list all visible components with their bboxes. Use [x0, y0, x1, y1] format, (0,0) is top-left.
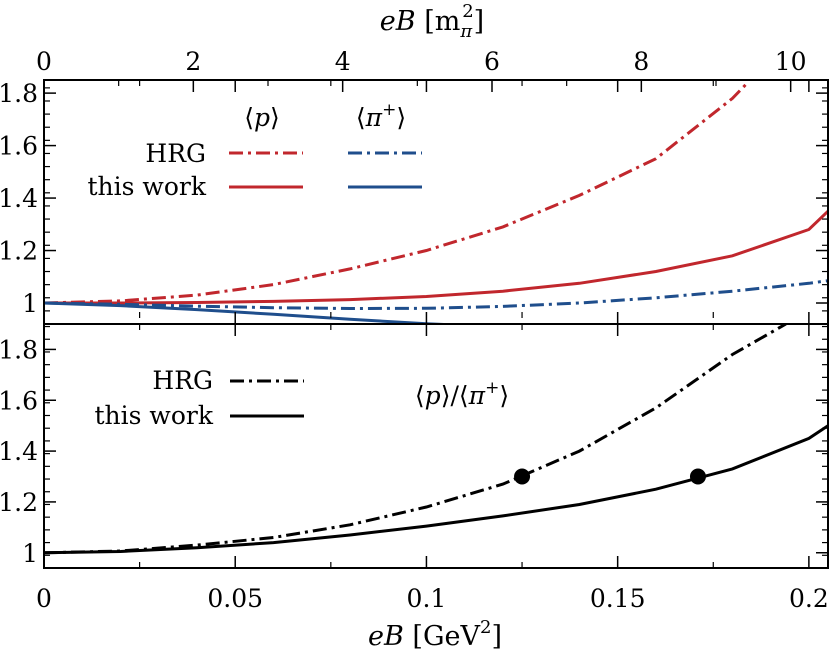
top-xtick-label: 2 — [185, 47, 201, 76]
bottom-xtick-label: 0.05 — [207, 584, 263, 613]
data-marker — [514, 468, 531, 485]
bottom-axis-label-unit: [GeV — [412, 621, 480, 652]
top-ytick-label: 1.6 — [0, 132, 38, 161]
top-xtick-label: 4 — [335, 47, 351, 76]
series-line — [44, 210, 828, 305]
top-axis-ticks: 0 2 4 6 8 10 — [36, 47, 807, 92]
bottom-legend: HRG this work ⟨p⟩/⟨π+⟩ — [95, 366, 510, 430]
top-legend: ⟨p⟩ ⟨π+⟩ HRG this work — [88, 100, 422, 201]
legend-title-proton: ⟨p⟩ — [244, 103, 280, 132]
series-line — [44, 301, 467, 324]
top-ytick-label: 1 — [22, 289, 38, 318]
top-axis-title: eB [mπ2] — [380, 1, 484, 42]
bottom-series-group — [44, 324, 828, 555]
bottom-axis-label-close: ] — [491, 621, 502, 652]
series-line — [44, 424, 828, 555]
bottom-legend-row-hrg: HRG — [152, 366, 213, 395]
top-axis-label-sub: π — [459, 21, 473, 42]
top-axis-label-sup: 2 — [462, 1, 473, 22]
bottom-xtick-label: 0.2 — [789, 584, 829, 613]
series-line — [44, 81, 749, 305]
bottom-axis-label-sup: 2 — [480, 617, 491, 638]
bottom-axis-title: eB [GeV2] — [368, 617, 502, 652]
data-marker — [689, 468, 706, 485]
top-xtick-label: 10 — [775, 47, 807, 76]
bottom-xtick-label: 0.1 — [407, 584, 447, 613]
legend-row-hrg: HRG — [145, 139, 206, 168]
bottom-ytick-label: 1.6 — [0, 386, 38, 415]
bottom-ytick-label: 1.2 — [0, 488, 38, 517]
bottom-panel: 1 1.2 1.4 1.6 1.8 — [0, 323, 829, 569]
bottom-ytick-label: 1.8 — [0, 335, 38, 364]
ratio-annotation: ⟨p⟩/⟨π+⟩ — [415, 378, 509, 410]
series-line — [44, 279, 828, 311]
bottom-axis-label-space — [404, 621, 413, 652]
legend-title-pion: ⟨π+⟩ — [356, 100, 406, 132]
legend-row-this-work: this work — [88, 172, 207, 201]
bottom-axis-label-main: eB — [368, 621, 404, 652]
top-ytick-label: 1.8 — [0, 79, 38, 108]
bottom-xtick-label: 0 — [36, 584, 52, 613]
series-line — [44, 324, 787, 555]
bottom-xtick-label: 0.15 — [590, 584, 646, 613]
bottom-legend-row-this-work: this work — [95, 401, 214, 430]
top-xtick-label: 8 — [633, 47, 649, 76]
top-xtick-label: 6 — [484, 47, 500, 76]
top-axis-label-main: eB — [380, 6, 416, 37]
bottom-frame — [43, 323, 829, 569]
bottom-ytick-label: 1.4 — [0, 437, 38, 466]
top-series-group — [44, 81, 828, 324]
top-xtick-label: 0 — [36, 47, 52, 76]
top-axis-label-unit: [m — [424, 6, 460, 37]
top-panel: 1 1.2 1.4 1.6 1.8 — [0, 79, 829, 325]
top-ytick-label: 1.2 — [0, 237, 38, 266]
bottom-ytick-label: 1 — [22, 539, 38, 568]
top-axis-label-close: ] — [474, 6, 485, 37]
bottom-axis-ticks: 0 0.05 0.1 0.15 0.2 — [36, 80, 829, 613]
top-ytick-label: 1.4 — [0, 184, 38, 213]
top-axis-label-space — [416, 6, 425, 37]
